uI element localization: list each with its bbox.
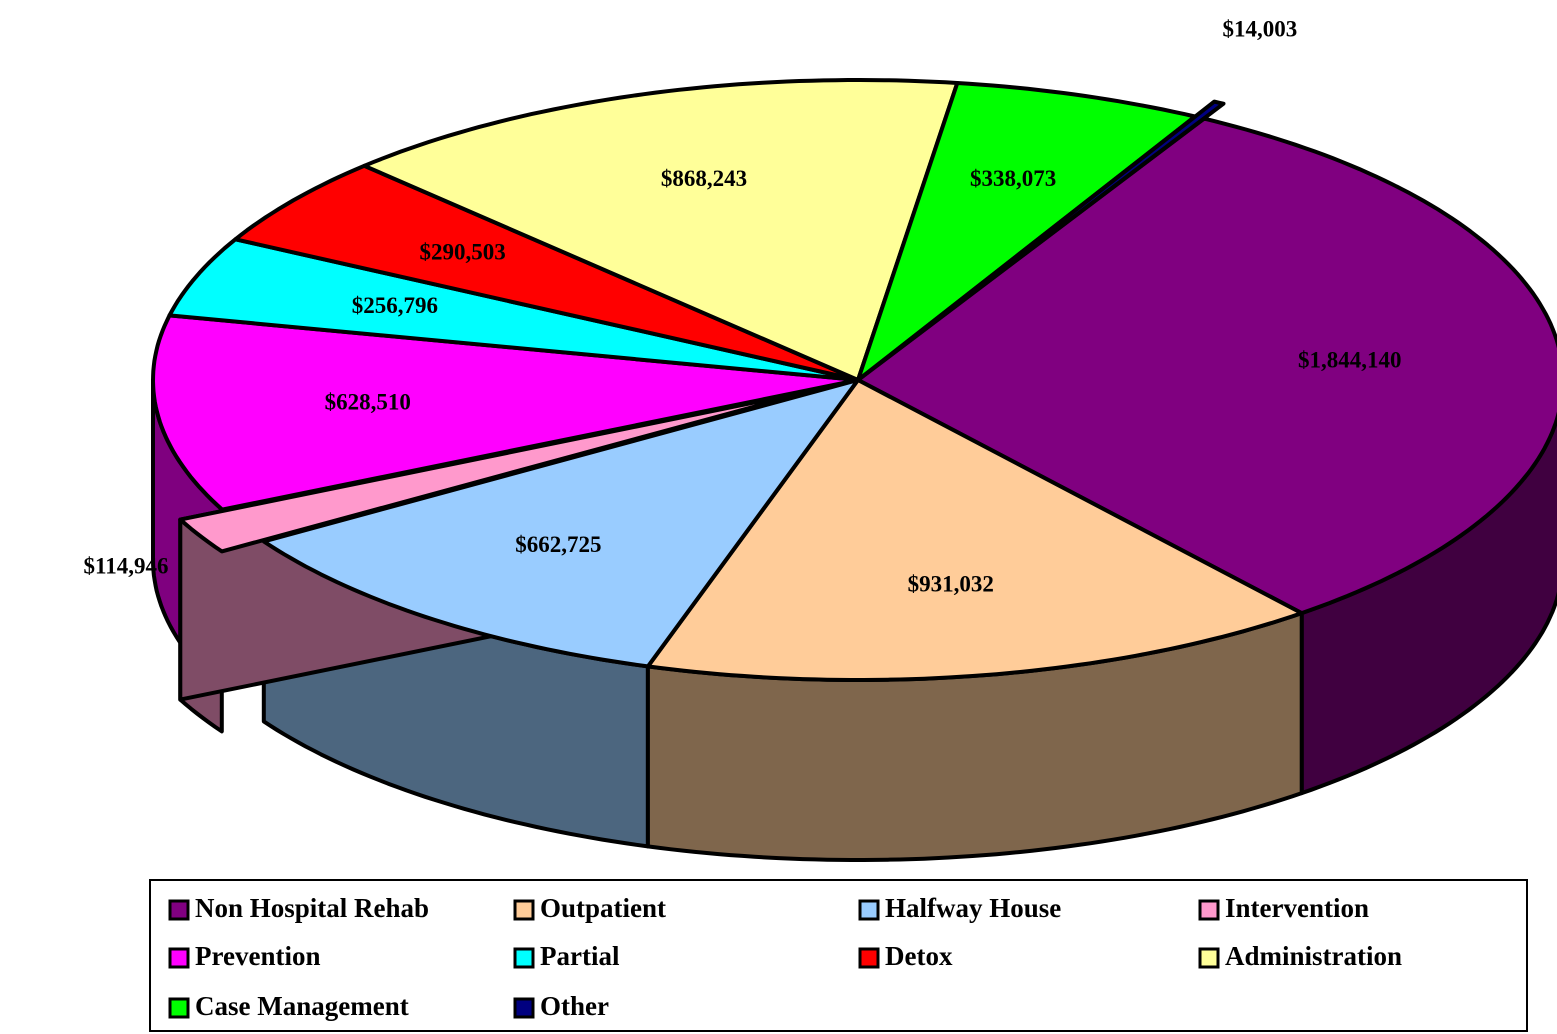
data-label: $662,725 xyxy=(515,532,601,557)
legend-label: Case Management xyxy=(195,991,409,1021)
legend-label: Outpatient xyxy=(540,893,666,923)
legend-swatch xyxy=(1198,899,1220,921)
pie-tops xyxy=(151,78,1557,682)
legend-label: Prevention xyxy=(195,941,320,971)
pie-slice xyxy=(167,237,860,382)
legend-swatch xyxy=(168,899,190,921)
legend-swatch xyxy=(1198,947,1220,969)
data-label: $290,503 xyxy=(420,240,506,265)
legend-swatch xyxy=(168,947,190,969)
pie-slice xyxy=(178,387,819,554)
legend-label: Administration xyxy=(1225,941,1402,971)
legend-swatch xyxy=(858,899,880,921)
legend-label: Partial xyxy=(540,941,620,971)
legend: Non Hospital Rehab Outpatient Halfway Hous… xyxy=(168,893,1402,1021)
legend-swatch xyxy=(513,899,535,921)
data-label: $931,032 xyxy=(908,572,994,597)
legend-label: Detox xyxy=(885,941,953,971)
pie-slice xyxy=(856,116,1557,616)
data-label: $1,844,140 xyxy=(1298,348,1402,373)
data-label: $868,243 xyxy=(661,166,747,191)
pie-slice xyxy=(856,81,1197,382)
pie-slice xyxy=(645,378,1304,682)
legend-swatch xyxy=(513,997,535,1019)
value-labels: $1,844,140 $931,032 $662,725 $114,946 $628,5… xyxy=(83,16,1401,596)
legend-box xyxy=(149,879,1528,1032)
data-label: $338,073 xyxy=(970,166,1056,191)
data-label: $256,796 xyxy=(352,293,438,318)
legend-label: Intervention xyxy=(1225,893,1369,923)
legend-swatch xyxy=(513,947,535,969)
data-label: $14,003 xyxy=(1223,16,1298,41)
legend-swatch xyxy=(858,947,880,969)
pie-slice xyxy=(233,163,860,382)
legend-swatch xyxy=(168,997,190,1019)
pie-slice xyxy=(261,378,860,669)
legend-label: Halfway House xyxy=(885,893,1061,923)
pie-slice xyxy=(875,99,1226,368)
pie-slice xyxy=(362,78,960,382)
data-label: $114,946 xyxy=(83,554,168,579)
legend-label: Non Hospital Rehab xyxy=(195,893,429,923)
legend-label: Other xyxy=(540,991,609,1021)
data-label: $628,510 xyxy=(325,389,411,414)
